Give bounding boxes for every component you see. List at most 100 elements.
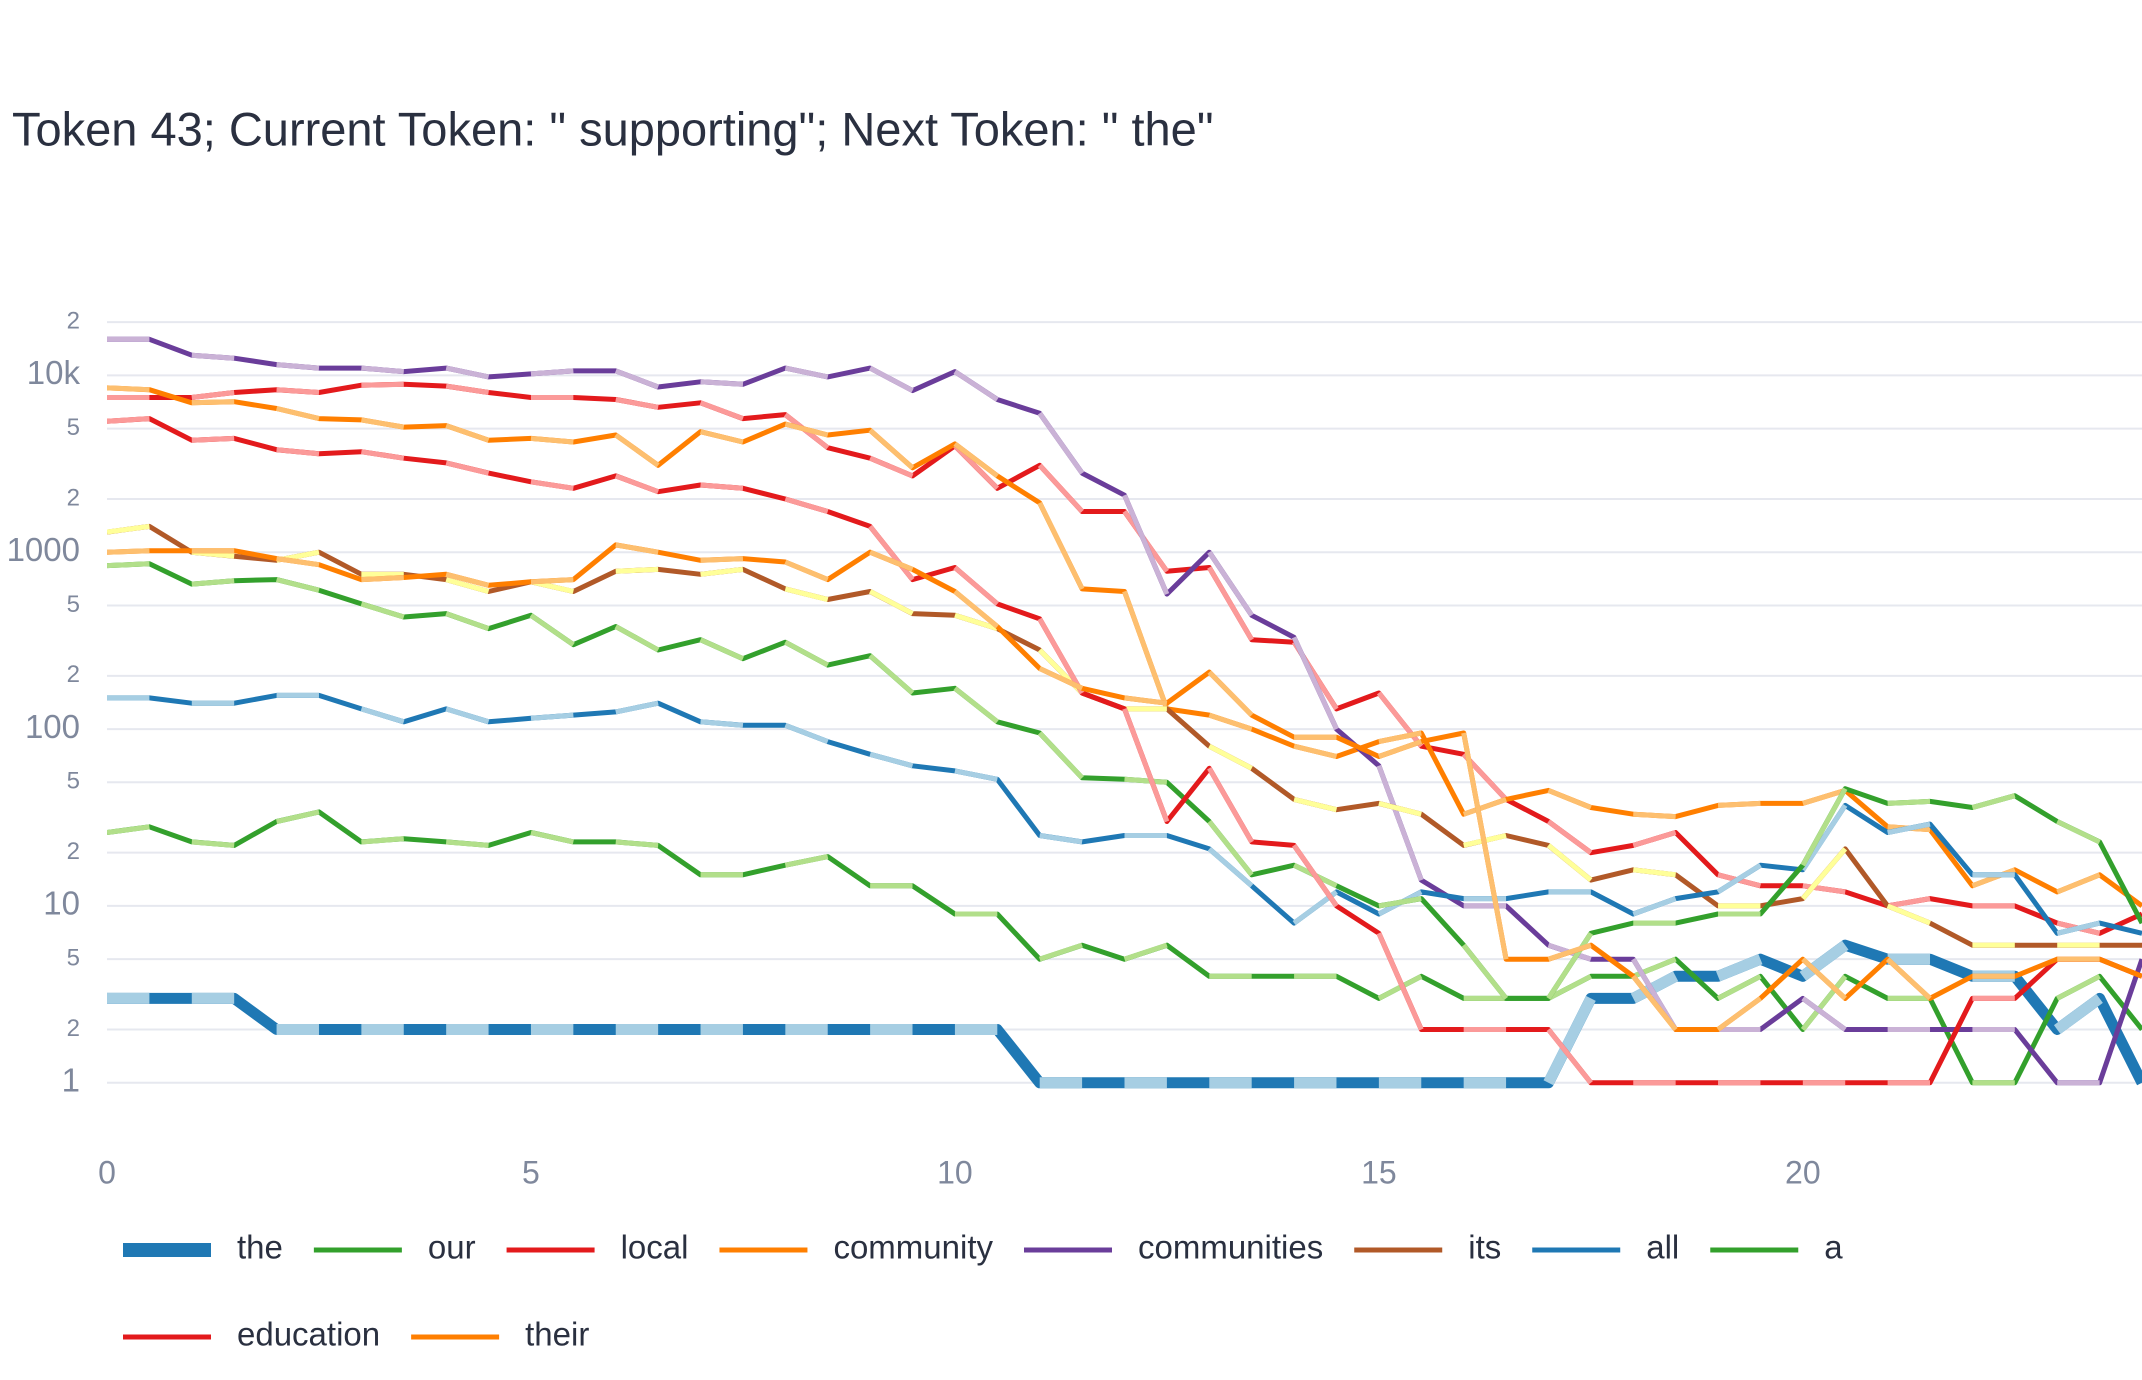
line-segment-shade bbox=[1716, 974, 1762, 1001]
line-segment-shade bbox=[1461, 943, 1509, 1000]
line-segment-shade bbox=[615, 700, 659, 715]
line-segment-shade bbox=[276, 387, 320, 396]
line-segment-shade bbox=[2053, 993, 2103, 1034]
line-segment-shade bbox=[784, 365, 829, 380]
line-segment-shade bbox=[445, 706, 490, 725]
line-segment-shade bbox=[1376, 691, 1424, 748]
line-segment-shade bbox=[360, 449, 405, 461]
legend-item: all bbox=[1532, 1229, 1679, 1266]
line-segment-shade bbox=[445, 577, 490, 594]
line-segment-shade bbox=[1971, 793, 2016, 810]
line-segment-shade bbox=[1207, 670, 1254, 717]
series-line bbox=[107, 385, 2142, 908]
line-segment-shade bbox=[191, 578, 235, 587]
line-segment-shade bbox=[700, 566, 744, 577]
legend-label: communities bbox=[1138, 1229, 1323, 1266]
line-segment-shade bbox=[1887, 821, 1931, 835]
line-segment-shade bbox=[1547, 942, 1592, 962]
line-segment-shade bbox=[784, 496, 829, 514]
y-tick-label: 100 bbox=[25, 708, 80, 745]
plot-area bbox=[107, 336, 2142, 1089]
line-segment-shade bbox=[1885, 957, 1932, 1001]
line-segment-shade bbox=[1546, 819, 1593, 855]
line-segment-shade bbox=[784, 639, 829, 668]
line-segment-shade bbox=[1547, 974, 1593, 1001]
line-segment-shade bbox=[1631, 974, 1678, 1032]
line-segment-shade bbox=[1207, 767, 1254, 844]
legend-label: the bbox=[237, 1229, 283, 1266]
y-tick-label: 2 bbox=[67, 484, 80, 511]
line-segment-shade bbox=[107, 523, 150, 535]
line-segment-shade bbox=[1546, 843, 1593, 883]
chart-title: Token 43; Current Token: " supporting"; … bbox=[12, 102, 1214, 155]
line-segment-shade bbox=[445, 460, 490, 476]
line-segment-shade bbox=[1632, 830, 1677, 848]
legend-item: its bbox=[1354, 1229, 1501, 1266]
y-tick-label: 5 bbox=[67, 768, 80, 795]
line-segment-shade bbox=[953, 686, 999, 724]
line-segment-shade bbox=[1037, 501, 1085, 591]
line-segment-shade bbox=[1207, 819, 1254, 877]
line-segment-shade bbox=[445, 423, 490, 443]
line-segment-shade bbox=[700, 482, 744, 491]
line-segment-shade bbox=[530, 577, 574, 585]
line-segment-shade bbox=[1800, 804, 1848, 872]
line-segment-shade bbox=[1208, 743, 1253, 771]
line-segment-shade bbox=[361, 365, 404, 375]
line-segment-shade bbox=[1038, 942, 1083, 962]
line-segment-shade bbox=[445, 571, 490, 588]
line-segment-shade bbox=[2056, 920, 2101, 936]
x-tick-label: 10 bbox=[937, 1154, 973, 1190]
line-segment-shade bbox=[1376, 764, 1424, 881]
line-segment-shade bbox=[1461, 732, 1509, 960]
y-tick-label: 5 bbox=[67, 591, 80, 618]
line-segment-shade bbox=[1039, 833, 1083, 845]
line-segment-shade bbox=[445, 839, 489, 848]
line-segment-shade bbox=[1716, 996, 1762, 1032]
legend-item: community bbox=[719, 1229, 993, 1266]
line-segment-shade bbox=[1122, 590, 1170, 710]
line-segment-shade bbox=[1124, 695, 1168, 706]
line-segment-shade bbox=[784, 559, 829, 582]
line-segment-shade bbox=[360, 601, 405, 620]
line-segment-shade bbox=[191, 390, 235, 400]
legend-item: our bbox=[313, 1229, 476, 1266]
line-segment-shade bbox=[107, 416, 150, 424]
legend-label: its bbox=[1468, 1229, 1501, 1266]
line-segment-shade bbox=[276, 362, 320, 371]
line-segment-shade bbox=[445, 383, 489, 395]
line-segment-shade bbox=[276, 556, 320, 568]
legend-item: communities bbox=[1024, 1229, 1323, 1266]
line-segment-shade bbox=[530, 830, 574, 845]
line-segment-shade bbox=[360, 706, 405, 725]
line-segment-shade bbox=[276, 406, 320, 421]
y-tick-label: 10k bbox=[27, 354, 81, 391]
line-segment-shade bbox=[1293, 743, 1338, 759]
line-segment-shade bbox=[1800, 847, 1848, 901]
line-segment-shade bbox=[1715, 954, 1763, 982]
line-segment-shade bbox=[1291, 636, 1339, 731]
line-segment-shade bbox=[615, 397, 659, 410]
line-segment-shade bbox=[953, 441, 999, 478]
line-segment-shade bbox=[1038, 666, 1084, 691]
line-segment-shade bbox=[276, 809, 320, 824]
series-line bbox=[107, 939, 2142, 1089]
line-segment-shade bbox=[529, 613, 575, 647]
legend-label: their bbox=[525, 1316, 589, 1353]
line-segment-shade bbox=[614, 624, 660, 653]
line-segment-shade bbox=[1716, 863, 1762, 895]
series-line bbox=[107, 381, 2142, 936]
y-tick-label: 2 bbox=[67, 307, 80, 334]
line-segment-shade bbox=[869, 455, 914, 479]
line-segment-shade bbox=[1122, 708, 1170, 823]
line-segment-shade bbox=[953, 443, 1000, 491]
line-segment-shade bbox=[191, 352, 235, 361]
x-tick-label: 20 bbox=[1785, 1154, 1821, 1190]
line-segment-shade bbox=[868, 428, 915, 470]
line-segment-shade bbox=[1971, 867, 2016, 889]
line-segment-shade bbox=[1123, 942, 1168, 962]
line-segment-shade bbox=[699, 400, 744, 421]
line-segment-shade bbox=[1632, 867, 1676, 878]
legend-item: education bbox=[123, 1316, 380, 1353]
